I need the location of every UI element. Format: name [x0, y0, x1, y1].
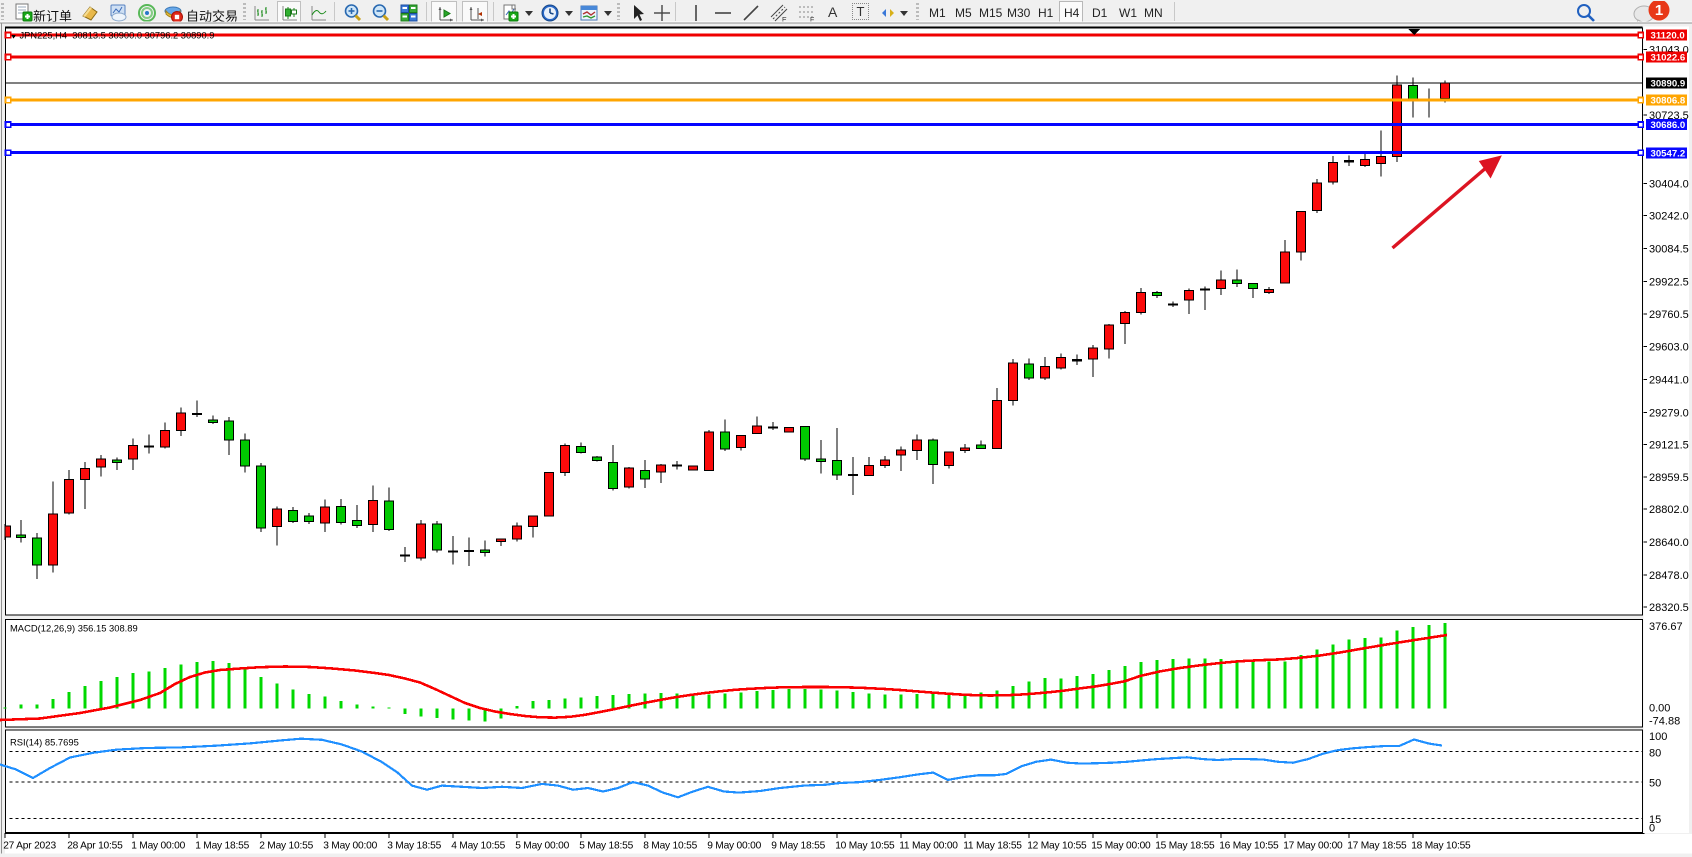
svg-text:376.67: 376.67 — [1649, 621, 1683, 633]
svg-text:30806.8: 30806.8 — [1651, 96, 1686, 107]
svg-text:27 Apr 2023: 27 Apr 2023 — [3, 840, 56, 851]
svg-text:29922.5: 29922.5 — [1649, 277, 1689, 289]
svg-text:30084.5: 30084.5 — [1649, 244, 1689, 256]
svg-text:28320.5: 28320.5 — [1649, 602, 1689, 614]
svg-text:28802.0: 28802.0 — [1649, 504, 1689, 516]
svg-text:11 May 00:00: 11 May 00:00 — [899, 840, 958, 851]
svg-text:MACD(12,26,9) 356.15 308.89: MACD(12,26,9) 356.15 308.89 — [10, 623, 138, 634]
svg-text:30890.9: 30890.9 — [1651, 79, 1686, 90]
svg-text:100: 100 — [1649, 731, 1667, 743]
svg-text:31120.0: 31120.0 — [1651, 31, 1685, 42]
svg-text:3 May 00:00: 3 May 00:00 — [323, 840, 377, 851]
svg-text:0: 0 — [1649, 823, 1655, 835]
svg-text:28 Apr 10:55: 28 Apr 10:55 — [67, 840, 123, 851]
svg-text:16 May 10:55: 16 May 10:55 — [1219, 840, 1279, 851]
svg-text:1 May 18:55: 1 May 18:55 — [195, 840, 249, 851]
svg-text:1: 1 — [1655, 2, 1663, 19]
svg-text:RSI(14) 85.7695: RSI(14) 85.7695 — [10, 737, 79, 748]
svg-text:17 May 18:55: 17 May 18:55 — [1347, 840, 1407, 851]
svg-text:JPN225,H4 30813.5 30900.0 307: JPN225,H4 30813.5 30900.0 30796.2 30890.… — [20, 31, 215, 41]
svg-text:F: F — [810, 17, 814, 23]
svg-text:29279.0: 29279.0 — [1649, 407, 1689, 419]
svg-text:0.00: 0.00 — [1649, 703, 1670, 715]
svg-text:18 May 10:55: 18 May 10:55 — [1411, 840, 1471, 851]
svg-text:28478.0: 28478.0 — [1649, 570, 1689, 582]
svg-text:3 May 18:55: 3 May 18:55 — [387, 840, 441, 851]
svg-text:15: 15 — [1649, 814, 1661, 826]
svg-text:4 May 10:55: 4 May 10:55 — [451, 840, 505, 851]
svg-text:15 May 00:00: 15 May 00:00 — [1091, 840, 1151, 851]
svg-text:30547.2: 30547.2 — [1651, 149, 1686, 160]
svg-text:5 May 18:55: 5 May 18:55 — [579, 840, 633, 851]
svg-text:28959.5: 28959.5 — [1649, 472, 1689, 484]
svg-text:30404.0: 30404.0 — [1649, 179, 1689, 191]
svg-text:5 May 00:00: 5 May 00:00 — [515, 840, 569, 851]
svg-text:1 May 00:00: 1 May 00:00 — [131, 840, 185, 851]
svg-text:29760.5: 29760.5 — [1649, 309, 1689, 321]
svg-text:50: 50 — [1649, 778, 1661, 790]
svg-text:31022.6: 31022.6 — [1651, 53, 1686, 64]
svg-text:29441.0: 29441.0 — [1649, 374, 1689, 386]
svg-text:-74.88: -74.88 — [1649, 716, 1680, 728]
svg-text:10 May 10:55: 10 May 10:55 — [835, 840, 895, 851]
svg-text:15 May 18:55: 15 May 18:55 — [1155, 840, 1215, 851]
svg-text:11 May 18:55: 11 May 18:55 — [963, 840, 1022, 851]
svg-text:29121.5: 29121.5 — [1649, 439, 1689, 451]
svg-text:8 May 10:55: 8 May 10:55 — [643, 840, 697, 851]
svg-text:9 May 00:00: 9 May 00:00 — [707, 840, 761, 851]
svg-text:17 May 00:00: 17 May 00:00 — [1283, 840, 1343, 851]
svg-text:28640.0: 28640.0 — [1649, 537, 1689, 549]
svg-text:80: 80 — [1649, 748, 1661, 760]
svg-text:30242.0: 30242.0 — [1649, 211, 1689, 223]
svg-text:29603.0: 29603.0 — [1649, 342, 1689, 354]
svg-text:30686.0: 30686.0 — [1651, 120, 1686, 131]
svg-text:12 May 10:55: 12 May 10:55 — [1027, 840, 1087, 851]
svg-text:E: E — [782, 17, 787, 23]
svg-text:2 May 10:55: 2 May 10:55 — [259, 840, 313, 851]
svg-text:9 May 18:55: 9 May 18:55 — [771, 840, 825, 851]
